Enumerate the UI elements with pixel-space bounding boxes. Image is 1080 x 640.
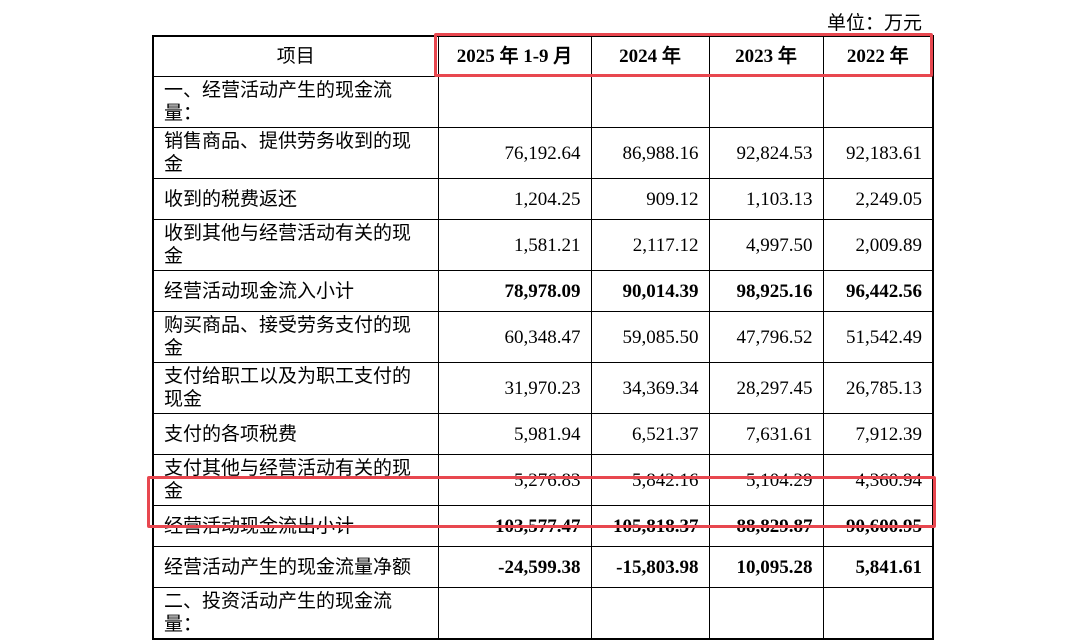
value-cell: 76,192.64 bbox=[437, 127, 592, 179]
value-cell: 105,818.37 bbox=[590, 505, 710, 547]
table-row: 销售商品、提供劳务收到的现金 76,192.64 86,988.16 92,824.5… bbox=[152, 127, 934, 179]
value-cell bbox=[590, 587, 710, 640]
table-row: 收到其他与经营活动有关的现金 1,581.21 2,117.12 4,997.50 2,… bbox=[152, 219, 934, 271]
row-label: 二、投资活动产生的现金流量： bbox=[152, 587, 439, 640]
row-label: 销售商品、提供劳务收到的现金 bbox=[152, 127, 439, 179]
value-cell bbox=[590, 76, 710, 128]
page: 单位：万元 项目 2025 年 1-9 月 2024 年 2023 年 2022 年 一… bbox=[147, 13, 936, 640]
value-cell: 60,348.47 bbox=[437, 311, 592, 363]
table-row: 支付给职工以及为职工支付的现金 31,970.23 34,369.34 28,297.… bbox=[152, 362, 934, 414]
header-cell: 2024 年 bbox=[590, 35, 710, 77]
value-cell: 92,824.53 bbox=[708, 127, 824, 179]
table-row: 经营活动现金流出小计 103,577.47 105,818.37 88,829.87 9… bbox=[152, 505, 934, 547]
table-row: 一、经营活动产生的现金流量： bbox=[152, 76, 934, 128]
value-cell: 26,785.13 bbox=[822, 362, 934, 414]
table-row: 支付的各项税费 5,981.94 6,521.37 7,631.61 7,912.39 bbox=[152, 413, 934, 455]
value-cell: 10,095.28 bbox=[708, 546, 824, 588]
row-label: 收到的税费返还 bbox=[152, 178, 439, 220]
row-label: 支付其他与经营活动有关的现金 bbox=[152, 454, 439, 506]
row-label: 经营活动现金流入小计 bbox=[152, 270, 439, 312]
value-cell: 86,988.16 bbox=[590, 127, 710, 179]
value-cell bbox=[437, 76, 592, 128]
value-cell bbox=[708, 587, 824, 640]
header-cell: 2025 年 1-9 月 bbox=[437, 35, 592, 77]
value-cell: 31,970.23 bbox=[437, 362, 592, 414]
value-cell: 909.12 bbox=[590, 178, 710, 220]
value-cell: 90,600.95 bbox=[822, 505, 934, 547]
unit-label: 单位：万元 bbox=[826, 13, 922, 34]
header-cell: 项目 bbox=[152, 35, 439, 77]
table-row: 购买商品、接受劳务支付的现金 60,348.47 59,085.50 47,796.5… bbox=[152, 311, 934, 363]
table-row: 经营活动产生的现金流量净额 -24,599.38 -15,803.98 10,095.… bbox=[152, 546, 934, 588]
value-cell: 51,542.49 bbox=[822, 311, 934, 363]
row-label: 购买商品、接受劳务支付的现金 bbox=[152, 311, 439, 363]
row-label: 支付的各项税费 bbox=[152, 413, 439, 455]
value-cell bbox=[822, 587, 934, 640]
value-cell: 5,981.94 bbox=[437, 413, 592, 455]
value-cell: 92,183.61 bbox=[822, 127, 934, 179]
value-cell: 6,521.37 bbox=[590, 413, 710, 455]
table-row: 经营活动现金流入小计 78,978.09 90,014.39 98,925.16 96,… bbox=[152, 270, 934, 312]
value-cell: -15,803.98 bbox=[590, 546, 710, 588]
table-body: 一、经营活动产生的现金流量： 销售商品、提供劳务收到的现金 76,192.64 86,… bbox=[152, 76, 934, 640]
cash-flow-table: 项目 2025 年 1-9 月 2024 年 2023 年 2022 年 一、经营活动产… bbox=[152, 35, 934, 640]
value-cell: 7,912.39 bbox=[822, 413, 934, 455]
value-cell: 28,297.45 bbox=[708, 362, 824, 414]
value-cell: 4,360.94 bbox=[822, 454, 934, 506]
row-label: 收到其他与经营活动有关的现金 bbox=[152, 219, 439, 271]
row-label: 经营活动产生的现金流量净额 bbox=[152, 546, 439, 588]
value-cell: 98,925.16 bbox=[708, 270, 824, 312]
header-cell: 2023 年 bbox=[708, 35, 824, 77]
value-cell: 5,842.16 bbox=[590, 454, 710, 506]
value-cell: 90,014.39 bbox=[590, 270, 710, 312]
value-cell: 34,369.34 bbox=[590, 362, 710, 414]
value-cell: -24,599.38 bbox=[437, 546, 592, 588]
value-cell: 59,085.50 bbox=[590, 311, 710, 363]
value-cell bbox=[708, 76, 824, 128]
row-label: 一、经营活动产生的现金流量： bbox=[152, 76, 439, 128]
value-cell: 88,829.87 bbox=[708, 505, 824, 547]
value-cell: 96,442.56 bbox=[822, 270, 934, 312]
table-row: 支付其他与经营活动有关的现金 5,276.83 5,842.16 5,104.29 4,… bbox=[152, 454, 934, 506]
value-cell: 5,841.61 bbox=[822, 546, 934, 588]
row-label: 支付给职工以及为职工支付的现金 bbox=[152, 362, 439, 414]
value-cell bbox=[437, 587, 592, 640]
table-row: 收到的税费返还 1,204.25 909.12 1,103.13 2,249.05 bbox=[152, 178, 934, 220]
value-cell: 5,276.83 bbox=[437, 454, 592, 506]
value-cell: 1,581.21 bbox=[437, 219, 592, 271]
value-cell: 78,978.09 bbox=[437, 270, 592, 312]
value-cell bbox=[822, 76, 934, 128]
header-cell: 2022 年 bbox=[822, 35, 934, 77]
value-cell: 5,104.29 bbox=[708, 454, 824, 506]
value-cell: 1,103.13 bbox=[708, 178, 824, 220]
value-cell: 2,117.12 bbox=[590, 219, 710, 271]
value-cell: 103,577.47 bbox=[437, 505, 592, 547]
value-cell: 7,631.61 bbox=[708, 413, 824, 455]
value-cell: 1,204.25 bbox=[437, 178, 592, 220]
row-label: 经营活动现金流出小计 bbox=[152, 505, 439, 547]
value-cell: 47,796.52 bbox=[708, 311, 824, 363]
value-cell: 2,249.05 bbox=[822, 178, 934, 220]
table-row: 二、投资活动产生的现金流量： bbox=[152, 587, 934, 640]
value-cell: 2,009.89 bbox=[822, 219, 934, 271]
header-row: 项目 2025 年 1-9 月 2024 年 2023 年 2022 年 bbox=[152, 35, 934, 77]
value-cell: 4,997.50 bbox=[708, 219, 824, 271]
